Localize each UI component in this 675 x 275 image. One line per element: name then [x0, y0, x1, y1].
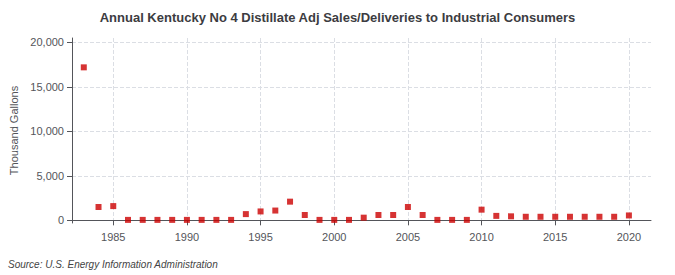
svg-text:5,000: 5,000 — [36, 170, 64, 182]
svg-text:2015: 2015 — [543, 231, 567, 243]
svg-text:20,000: 20,000 — [30, 36, 64, 48]
svg-text:0: 0 — [58, 214, 64, 226]
svg-text:2005: 2005 — [396, 231, 420, 243]
svg-text:1995: 1995 — [248, 231, 272, 243]
svg-text:Annual Kentucky No 4 Distillat: Annual Kentucky No 4 Distillate Adj Sale… — [100, 10, 576, 25]
svg-text:15,000: 15,000 — [30, 81, 64, 93]
svg-text:1985: 1985 — [101, 231, 125, 243]
svg-text:2020: 2020 — [617, 231, 641, 243]
svg-text:Source: U.S. Energy Informatio: Source: U.S. Energy Information Administ… — [8, 259, 218, 270]
svg-text:10,000: 10,000 — [30, 125, 64, 137]
svg-text:2010: 2010 — [469, 231, 493, 243]
svg-text:2000: 2000 — [322, 231, 346, 243]
svg-text:Thousand Gallons: Thousand Gallons — [8, 85, 20, 175]
svg-text:1990: 1990 — [175, 231, 199, 243]
